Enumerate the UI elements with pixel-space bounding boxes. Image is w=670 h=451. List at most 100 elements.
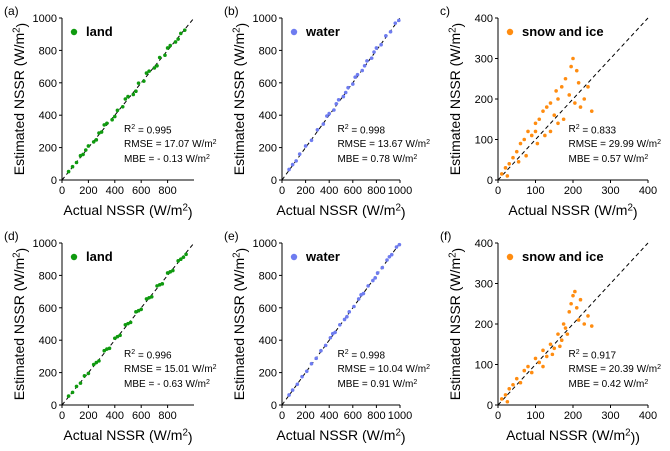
y-tick-label: 400 — [475, 13, 493, 25]
x-tick-label: 600 — [344, 185, 362, 197]
scatter-point — [571, 56, 575, 61]
scatter-point — [319, 348, 323, 353]
scatter-point — [66, 169, 71, 174]
scatter-point — [352, 304, 356, 309]
x-tick-label: 200 — [79, 410, 97, 422]
scatter-point — [518, 141, 523, 146]
scatter-point — [303, 144, 308, 148]
scatter-point — [99, 130, 104, 134]
x-tick-label: 600 — [344, 410, 362, 422]
stat-line: RMSE = 17.07 W/m2 — [124, 139, 217, 150]
scatter-point — [328, 335, 333, 340]
x-tick-label: 800 — [367, 410, 385, 422]
legend-marker — [290, 253, 298, 261]
scatter-point — [589, 109, 594, 113]
scatter-point — [334, 102, 339, 106]
scatter-point — [573, 101, 577, 105]
x-axis-title: Actual NSSR (W/m2) — [63, 427, 192, 445]
y-tick-label: 400 — [259, 335, 277, 347]
x-tick-label: 300 — [601, 410, 619, 422]
scatter-point — [569, 301, 573, 306]
y-tick-label: 400 — [259, 110, 277, 122]
x-tick-label: 600 — [132, 410, 150, 422]
scatter-point — [168, 270, 173, 274]
y-axis-title: Estimated NSSR (W/m2) — [231, 248, 249, 400]
scatter-point — [295, 382, 300, 387]
legend-label: snow and ice — [522, 249, 604, 264]
x-tick-label: 400 — [320, 185, 338, 197]
scatter-point — [375, 271, 380, 275]
scatter-point — [388, 29, 393, 34]
legend-label: water — [305, 24, 340, 39]
x-tick-label: 400 — [106, 185, 124, 197]
scatter-point — [102, 123, 107, 127]
x-tick-label: 0 — [495, 185, 501, 197]
scatter-point — [522, 137, 527, 142]
x-tick-label: 0 — [279, 185, 285, 197]
y-tick-label: 200 — [259, 143, 277, 155]
scatter-point — [290, 162, 295, 167]
scatter-point — [571, 293, 575, 298]
scatter-point — [94, 360, 99, 365]
y-axis-title: Estimated NSSR (W/m2) — [447, 23, 465, 175]
scatter-point — [144, 71, 149, 75]
scatter-point — [507, 162, 512, 166]
x-tick-label: 0 — [495, 410, 501, 422]
scatter-point — [556, 121, 560, 126]
x-tick-label: 800 — [367, 185, 385, 197]
scatter-point — [181, 255, 186, 260]
scatter-point — [589, 324, 594, 328]
scatter-point — [499, 172, 504, 176]
scatter-point — [556, 97, 560, 101]
scatter-point — [505, 174, 510, 178]
scatter-point — [105, 347, 109, 351]
scatter-point — [529, 370, 534, 375]
x-tick-label: 200 — [564, 410, 582, 422]
scatter-point — [309, 138, 314, 143]
scatter-point — [179, 31, 183, 36]
scatter-point — [533, 121, 538, 126]
scatter-point — [544, 105, 549, 109]
scatter-point — [393, 21, 398, 25]
scatter-point — [541, 364, 545, 369]
y-tick-label: 800 — [259, 270, 277, 282]
y-axis-title: Estimated NSSR (W/m2) — [231, 23, 249, 175]
scatter-point — [105, 121, 109, 126]
scatter-point — [518, 380, 523, 385]
stat-line: R2 = 0.996 — [124, 349, 172, 362]
x-tick-label: 100 — [526, 185, 544, 197]
scatter-point — [559, 85, 564, 89]
y-tick-label: 200 — [475, 319, 493, 331]
x-tick-label: 200 — [296, 410, 314, 422]
scatter-point — [341, 94, 346, 99]
scatter-point — [157, 282, 162, 287]
scatter-point — [511, 382, 515, 387]
y-tick-label: 200 — [39, 143, 57, 155]
y-axis-title: Estimated NSSR (W/m2) — [447, 248, 465, 400]
chart-panel-2: 0 200 400 600 800 100002004006008001000(b)Act… — [224, 4, 430, 220]
x-tick-label: 300 — [601, 185, 619, 197]
scatter-point — [533, 356, 538, 361]
scatter-point — [514, 376, 519, 381]
stat-line: MBE = 0.57 W/m2 — [569, 154, 649, 165]
scatter-point — [365, 59, 369, 63]
scatter-point — [578, 297, 583, 302]
scatter-point — [338, 323, 342, 327]
one-to-one-line — [497, 17, 649, 181]
stat-line: MBE = 0.42 W/m2 — [569, 379, 649, 390]
scatter-point — [524, 153, 528, 158]
legend-label: water — [305, 249, 340, 264]
scatter-point — [113, 336, 117, 341]
scatter-point — [561, 322, 566, 326]
x-axis-title: Actual NSSR (W/m2) — [276, 202, 405, 220]
y-tick-label: 200 — [259, 368, 277, 380]
scatter-point — [309, 361, 314, 366]
scatter-point — [548, 129, 553, 134]
y-tick-label: 0 — [51, 175, 57, 187]
scatter-point — [567, 93, 572, 97]
chart-panel-1: 0 200 400 600 800 0 200 400 600 800 1000 (a) Actual … — [4, 4, 217, 220]
scatter-point — [387, 254, 392, 259]
y-tick-label: 400 — [39, 335, 57, 347]
scatter-point — [120, 104, 125, 109]
x-tick-label: 0 — [59, 185, 65, 197]
